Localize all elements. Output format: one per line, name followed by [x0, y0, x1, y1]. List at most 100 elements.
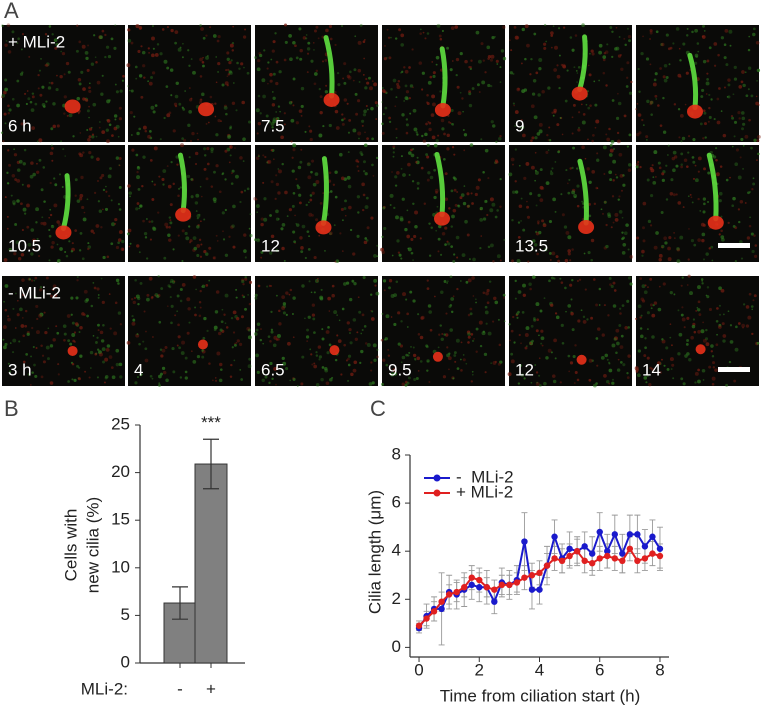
noise-dot — [213, 256, 217, 260]
noise-dot — [707, 286, 709, 288]
noise-dot — [453, 154, 455, 156]
noise-dot — [494, 36, 496, 38]
noise-dot — [719, 192, 723, 196]
noise-dot — [355, 338, 358, 341]
noise-dot — [262, 95, 266, 99]
noise-dot — [267, 68, 269, 70]
noise-dot — [429, 255, 431, 257]
noise-dot — [373, 359, 376, 362]
noise-dot — [381, 236, 383, 238]
noise-dot — [558, 87, 560, 89]
noise-dot — [555, 161, 557, 163]
noise-dot — [485, 149, 489, 153]
noise-dot — [526, 162, 530, 166]
noise-dot — [351, 280, 354, 283]
noise-dot — [722, 339, 725, 342]
micrograph: 7.5 — [254, 24, 379, 143]
noise-dot — [555, 312, 557, 314]
noise-dot — [329, 171, 332, 174]
noise-dot — [697, 307, 699, 309]
noise-dot — [292, 157, 294, 159]
noise-dot — [243, 249, 247, 253]
noise-dot — [105, 208, 108, 211]
noise-dot — [673, 293, 675, 295]
noise-dot — [684, 326, 686, 328]
noise-dot — [231, 224, 235, 228]
noise-dot — [501, 49, 504, 52]
noise-dot — [709, 46, 712, 49]
noise-dot — [408, 221, 411, 224]
noise-dot — [135, 66, 138, 69]
noise-dot — [225, 209, 227, 211]
noise-dot — [576, 70, 578, 72]
noise-dot — [480, 138, 482, 140]
noise-dot — [308, 125, 310, 127]
noise-dot — [118, 203, 120, 205]
point — [544, 562, 550, 568]
noise-dot — [444, 280, 447, 283]
noise-dot — [458, 111, 462, 115]
noise-dot — [192, 71, 196, 75]
noise-dot — [531, 166, 535, 170]
noise-dot — [97, 81, 101, 85]
noise-dot — [539, 123, 543, 127]
noise-dot — [652, 181, 656, 185]
noise-dot — [471, 333, 474, 336]
noise-dot — [532, 92, 535, 95]
noise-dot — [102, 301, 105, 304]
noise-dot — [411, 252, 414, 255]
noise-dot — [442, 232, 446, 236]
noise-dot — [365, 78, 367, 80]
noise-dot — [400, 258, 402, 260]
noise-dot — [217, 240, 219, 242]
noise-dot — [511, 219, 513, 221]
noise-dot — [170, 94, 172, 96]
noise-dot — [460, 92, 462, 94]
noise-dot — [203, 147, 206, 150]
noise-dot — [535, 152, 537, 154]
noise-dot — [400, 72, 402, 74]
noise-dot — [611, 31, 613, 33]
noise-dot — [572, 49, 575, 52]
noise-dot — [439, 35, 442, 38]
centrosome — [175, 208, 191, 222]
noise-dot — [139, 74, 142, 77]
noise-dot — [723, 314, 725, 316]
noise-dot — [271, 180, 274, 183]
noise-dot — [199, 315, 202, 318]
noise-dot — [311, 160, 314, 163]
noise-dot — [228, 61, 231, 64]
noise-dot — [471, 380, 473, 382]
noise-dot — [447, 242, 450, 245]
noise-dot — [352, 252, 355, 255]
noise-dot — [367, 109, 369, 111]
noise-dot — [26, 226, 29, 229]
noise-dot — [108, 55, 111, 58]
noise-dot — [413, 346, 415, 348]
noise-dot — [293, 192, 296, 195]
noise-dot — [538, 375, 540, 377]
noise-dot — [50, 381, 54, 385]
noise-dot — [608, 362, 610, 364]
noise-dot — [262, 182, 264, 184]
noise-dot — [509, 339, 511, 341]
noise-dot — [273, 158, 275, 160]
noise-dot — [59, 173, 61, 175]
noise-dot — [628, 39, 631, 42]
noise-dot — [542, 345, 544, 347]
noise-dot — [413, 127, 417, 131]
noise-dot — [540, 343, 542, 345]
noise-dot — [471, 202, 474, 205]
noise-dot — [219, 190, 222, 193]
noise-dot — [538, 58, 542, 62]
noise-dot — [490, 362, 492, 364]
noise-dot — [361, 153, 364, 156]
noise-dot — [741, 258, 743, 260]
noise-dot — [48, 229, 50, 231]
noise-dot — [91, 229, 94, 232]
noise-dot — [147, 80, 149, 82]
noise-dot — [128, 229, 132, 233]
noise-dot — [515, 298, 517, 300]
noise-dot — [657, 104, 660, 107]
noise-dot — [72, 135, 74, 137]
